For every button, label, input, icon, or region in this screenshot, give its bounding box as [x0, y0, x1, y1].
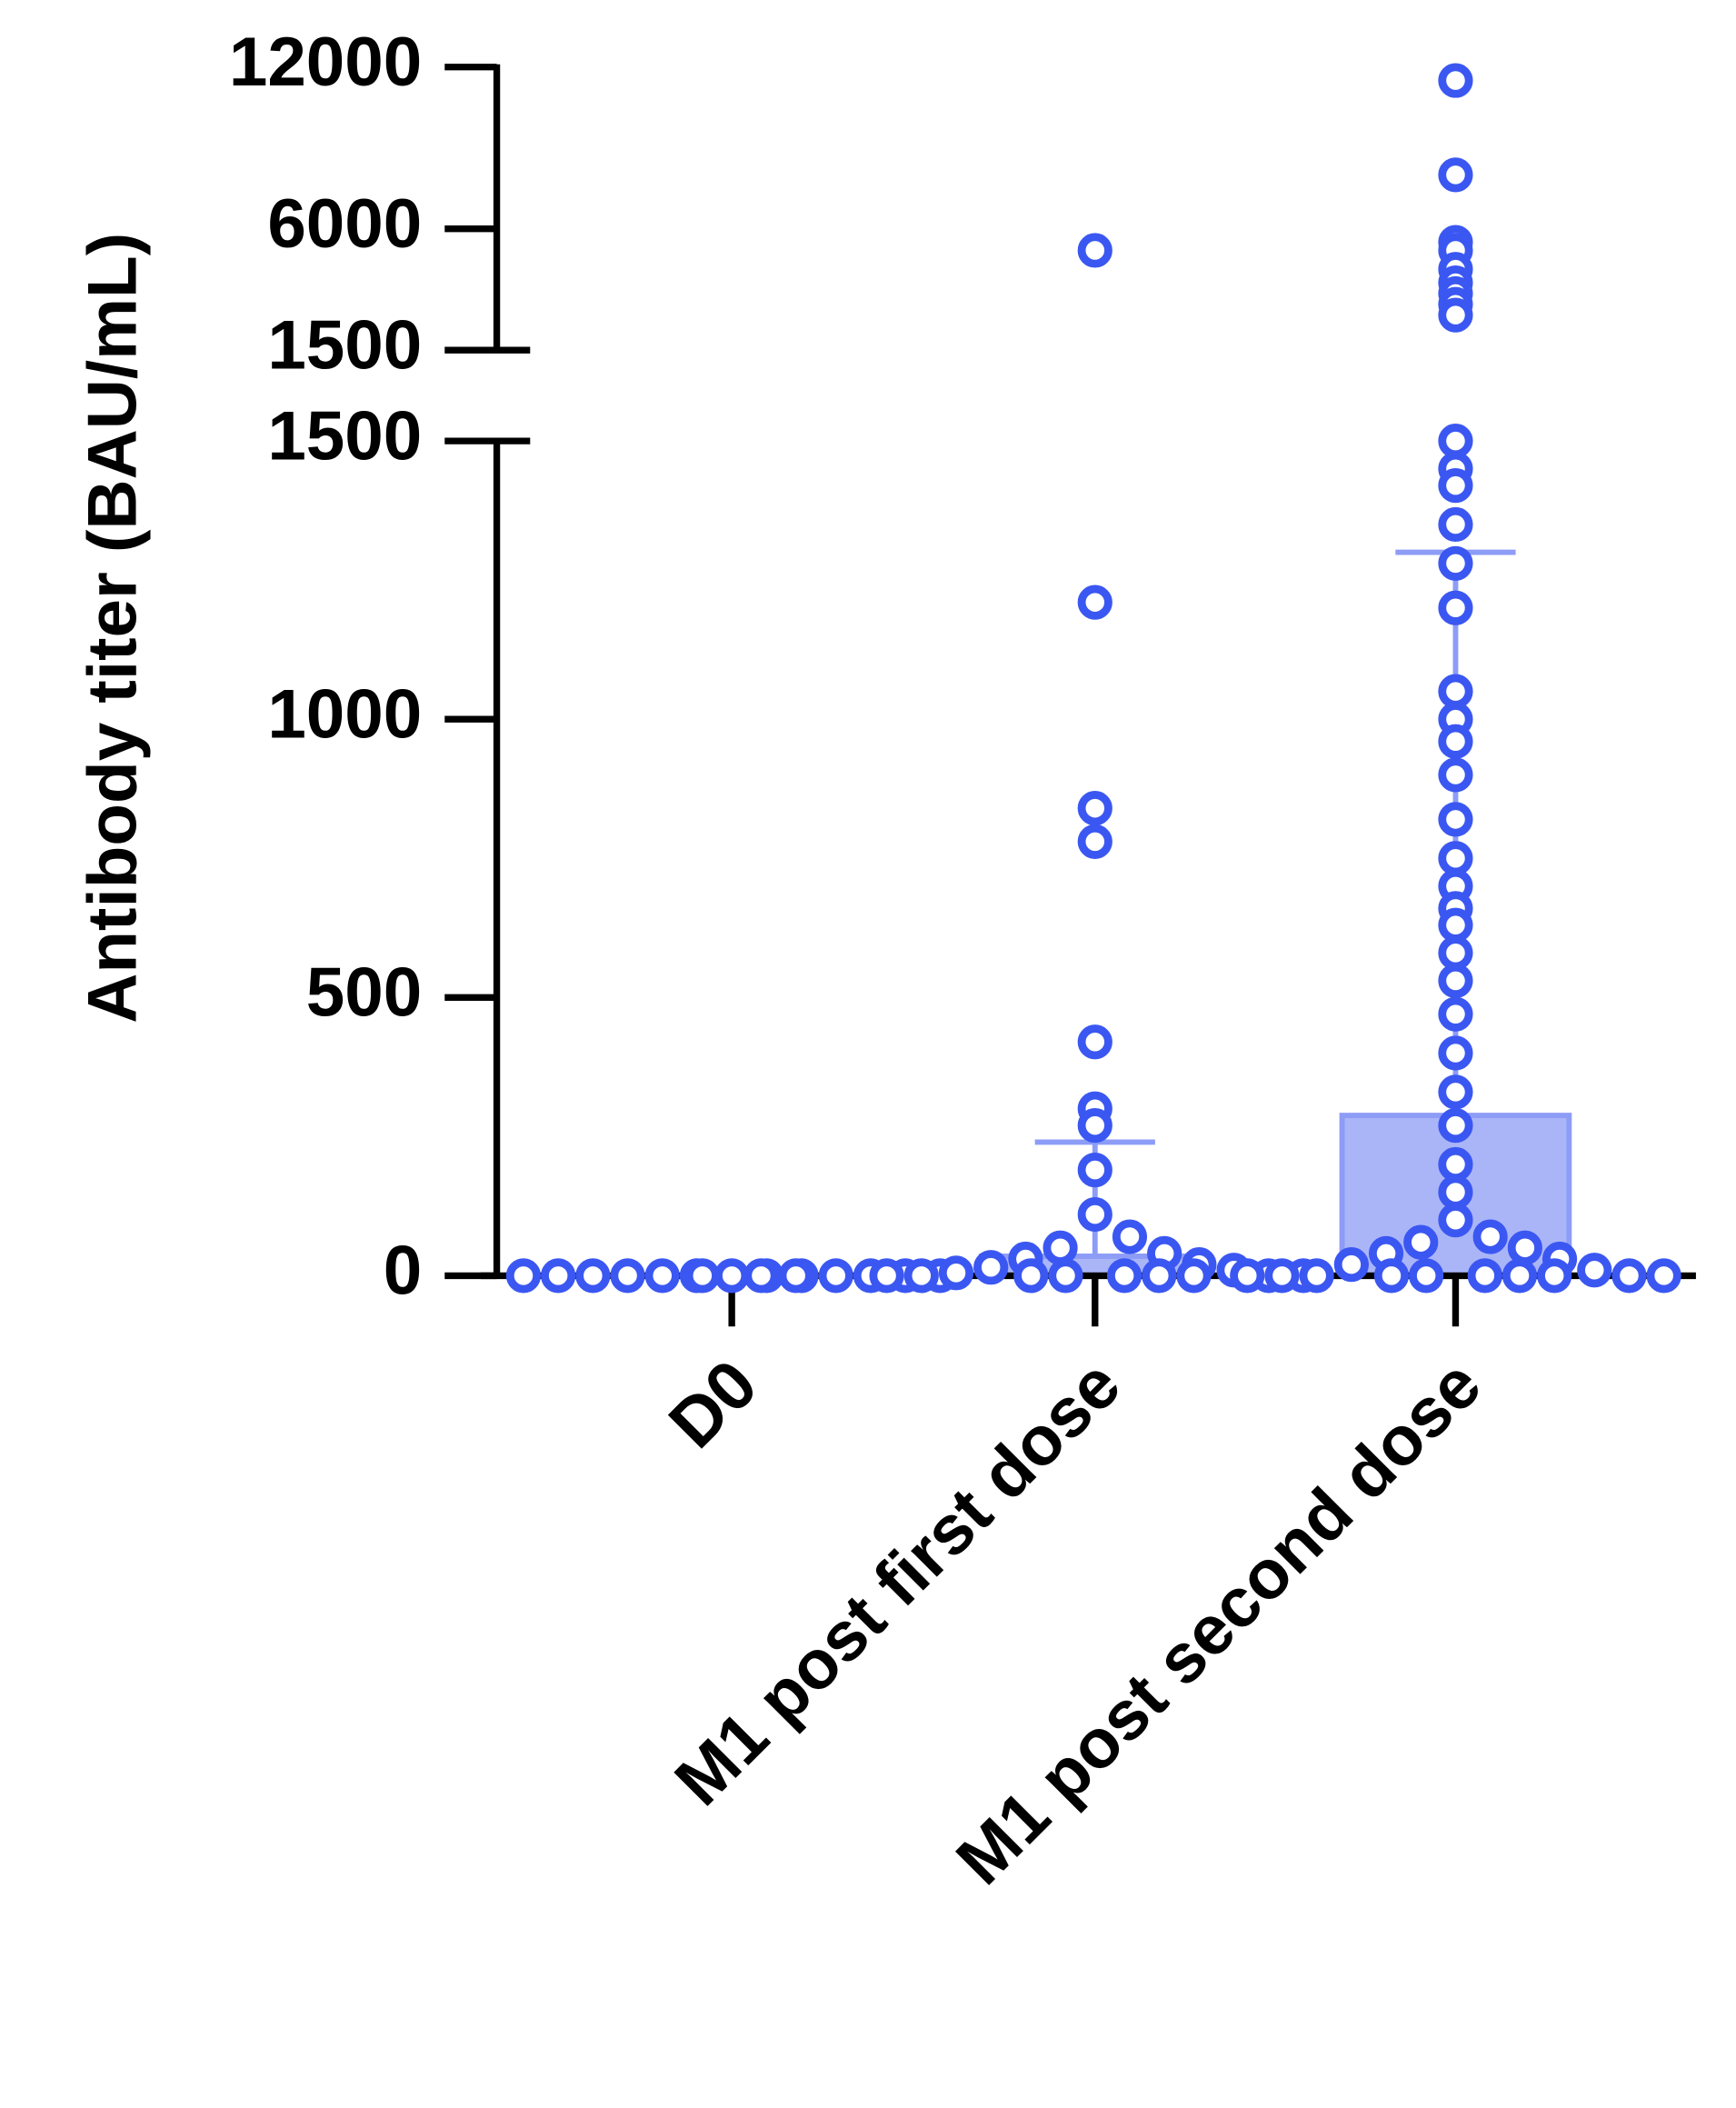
data-point	[1438, 841, 1473, 876]
data-point	[541, 1258, 576, 1294]
data-point	[938, 1255, 974, 1291]
data-point	[1507, 1230, 1542, 1265]
data-point	[973, 1250, 1009, 1285]
data-point	[1438, 1108, 1473, 1144]
data-point	[1438, 506, 1473, 543]
data-point	[1013, 1258, 1049, 1294]
data-point	[1438, 907, 1473, 943]
data-point	[1537, 1258, 1572, 1294]
data-point	[1264, 1258, 1300, 1294]
data-point	[1403, 1224, 1439, 1260]
data-point	[1077, 791, 1112, 826]
data-point	[1438, 1035, 1473, 1071]
data-point	[1077, 584, 1112, 620]
data-point	[778, 1258, 813, 1294]
data-point	[1077, 1108, 1112, 1144]
data-point	[818, 1258, 853, 1294]
data-point	[1176, 1258, 1212, 1294]
data-point	[1333, 1247, 1369, 1283]
data-point	[1048, 1258, 1083, 1294]
y-tick-label: 6000	[267, 185, 422, 263]
data-point	[1077, 1196, 1112, 1233]
data-point	[505, 1258, 542, 1294]
y-axis-title: Antibody titer (BAU/mL)	[74, 233, 151, 1024]
data-point	[1077, 824, 1112, 859]
data-point	[1112, 1219, 1148, 1254]
data-point	[1438, 590, 1473, 625]
data-point	[1077, 1152, 1112, 1188]
data-point	[1142, 1258, 1177, 1294]
data-point	[1373, 1258, 1410, 1294]
data-point	[1438, 963, 1473, 999]
data-point	[1438, 935, 1473, 971]
data-point	[714, 1258, 750, 1294]
data-point	[1438, 297, 1473, 333]
data-point	[1230, 1258, 1265, 1294]
data-point	[1438, 545, 1473, 581]
data-point	[1438, 1146, 1473, 1183]
data-point	[1438, 157, 1473, 193]
y-tick-label: 500	[306, 954, 422, 1031]
data-point	[1438, 467, 1473, 504]
data-point	[610, 1258, 645, 1294]
data-point	[743, 1258, 779, 1294]
data-point	[1438, 1203, 1473, 1238]
data-point	[1577, 1253, 1612, 1288]
data-point	[1077, 233, 1112, 268]
data-point	[644, 1258, 680, 1294]
data-point	[1472, 1219, 1508, 1254]
data-point	[1611, 1258, 1647, 1294]
y-tick-label: 1500	[267, 397, 422, 475]
y-tick-label: 12000	[229, 24, 422, 101]
data-point	[1502, 1258, 1538, 1294]
data-point	[1438, 996, 1473, 1032]
y-tick-label: 1000	[267, 675, 422, 753]
data-point	[1438, 757, 1473, 793]
data-point	[1409, 1258, 1444, 1294]
x-tick-label: D0	[654, 1345, 772, 1463]
data-point	[1106, 1258, 1142, 1294]
data-point	[1077, 1024, 1112, 1060]
data-point	[1438, 724, 1473, 759]
data-point	[1043, 1230, 1078, 1265]
data-point	[1438, 424, 1473, 459]
data-point	[1438, 1174, 1473, 1210]
data-point	[1438, 63, 1473, 98]
data-point	[903, 1258, 939, 1294]
y-tick-label: 0	[384, 1233, 423, 1310]
y-tick-label: 1500	[267, 306, 422, 384]
data-point	[869, 1258, 904, 1294]
data-point	[1438, 674, 1473, 709]
data-point	[1467, 1258, 1502, 1294]
data-point	[1646, 1258, 1681, 1294]
data-point	[1299, 1258, 1334, 1294]
data-point	[1438, 802, 1473, 837]
data-point	[1438, 1074, 1473, 1110]
data-point	[575, 1258, 611, 1294]
data-point	[684, 1258, 720, 1294]
